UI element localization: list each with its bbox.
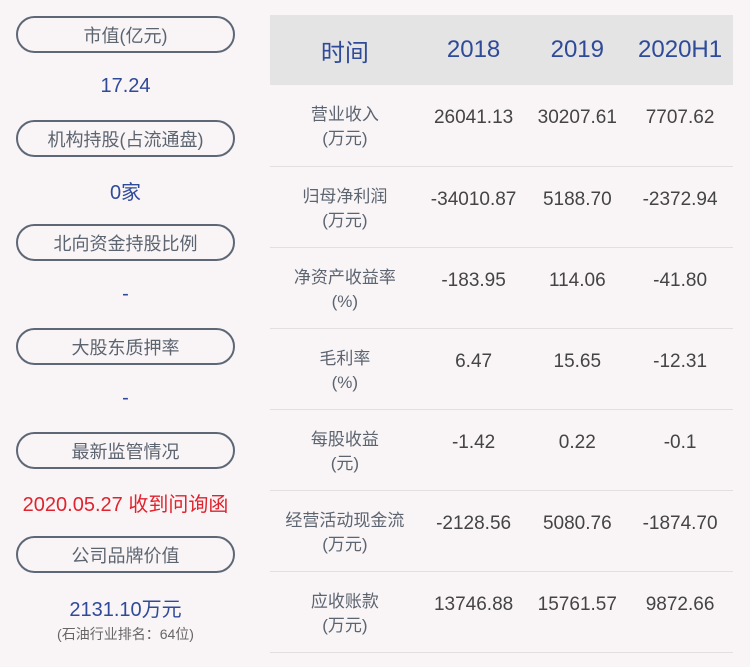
cell-value: -2372.94 [627,166,733,248]
brand-value-amount: 2131.10万元 [69,599,182,621]
cell-value: -41.80 [627,247,733,329]
market-cap-label: 市值(亿元) [16,16,235,53]
row-label: 归母净利润 (万元) [270,166,420,248]
row-label: 毛利率 (%) [270,328,420,410]
market-cap-value: 17.24 [100,75,151,97]
row-label-text: 每股收益 [310,429,379,449]
row-unit: (元) [330,453,360,473]
row-label-text: 净资产收益率 [293,267,396,287]
cell-value: 9872.66 [627,571,733,653]
brand-value-label: 公司品牌价值 [16,536,235,573]
northbound-ratio-value: - [122,283,129,305]
table-row: 净资产收益率 (%) -183.95 114.06 -41.80 [270,247,733,329]
table-row: 营业收入 (万元) 26041.13 30207.61 7707.62 [270,85,733,167]
row-label-text: 归母净利润 [302,186,388,206]
regulatory-value: 2020.05.27 收到问询函 [22,494,229,516]
cell-value: -34010.87 [419,166,528,248]
pledge-ratio-label: 大股东质押率 [16,328,235,365]
cell-value: 26041.13 [419,85,528,167]
row-label: 净资产收益率 (%) [270,247,420,329]
table-row: 毛利率 (%) 6.47 15.65 -12.31 [270,328,733,410]
cell-value: 13746.88 [419,571,528,653]
cell-value: 6.47 [419,328,528,410]
cell-value: 15.65 [527,328,628,410]
table-row: 每股收益 (元) -1.42 0.22 -0.1 [270,409,733,491]
row-unit: (万元) [322,210,368,230]
row-label-text: 毛利率 [319,348,371,368]
row-unit: (%) [331,372,359,392]
row-unit: (万元) [322,615,368,635]
cell-value: -1874.70 [627,490,733,572]
row-label: 经营活动现金流 (万元) [270,490,420,572]
table-row: 经营活动现金流 (万元) -2128.56 5080.76 -1874.70 [270,490,733,572]
cell-value: -1.42 [419,409,528,491]
table-row: 归母净利润 (万元) -34010.87 5188.70 -2372.94 [270,166,733,248]
header-time: 时间 [270,15,420,85]
regulatory-label: 最新监管情况 [16,432,235,469]
cell-value: -12.31 [627,328,733,410]
row-unit: (万元) [322,129,368,148]
row-unit: (%) [331,291,359,311]
table-header: 时间 2018 2019 2020H1 [270,15,733,85]
header-2020h1: 2020H1 [627,15,733,85]
cell-value: -0.1 [627,409,733,491]
row-label-text: 应收账款 [310,591,379,611]
header-2019: 2019 [527,15,628,85]
brand-rank-note: (石油行业排名：64位) [57,626,194,642]
cell-value: 15761.57 [527,571,628,653]
table-row: 应收账款 (万元) 13746.88 15761.57 9872.66 [270,571,733,653]
row-unit: (万元) [322,534,368,554]
pledge-ratio-value: - [122,387,129,409]
row-label-text: 经营活动现金流 [285,510,405,530]
cell-value: 5080.76 [527,490,628,572]
cell-value: 7707.62 [627,85,733,167]
institution-holding-value: 0家 [109,182,142,204]
cell-value: -2128.56 [419,490,528,572]
northbound-ratio-label: 北向资金持股比例 [16,224,235,261]
brand-value: 2131.10万元 (石油行业排名：64位) [16,573,235,644]
cell-value: 30207.61 [527,85,628,167]
cell-value: 0.22 [527,409,628,491]
row-label: 营业收入 (万元) [270,85,420,167]
institution-holding-label: 机构持股(占流通盘) [16,120,235,157]
summary-panel: 市值(亿元) 17.24 机构持股(占流通盘) 0家 北向资金持股比例 - 大股… [16,16,235,644]
financial-table: 时间 2018 2019 2020H1 营业收入 (万元) 26041.13 3020… [270,15,733,653]
cell-value: 5188.70 [527,166,628,248]
row-label-text: 营业收入 [310,105,379,124]
cell-value: 114.06 [527,247,628,329]
row-label: 每股收益 (元) [270,409,420,491]
cell-value: -183.95 [419,247,528,329]
row-label: 应收账款 (万元) [270,571,420,653]
header-2018: 2018 [419,15,528,85]
